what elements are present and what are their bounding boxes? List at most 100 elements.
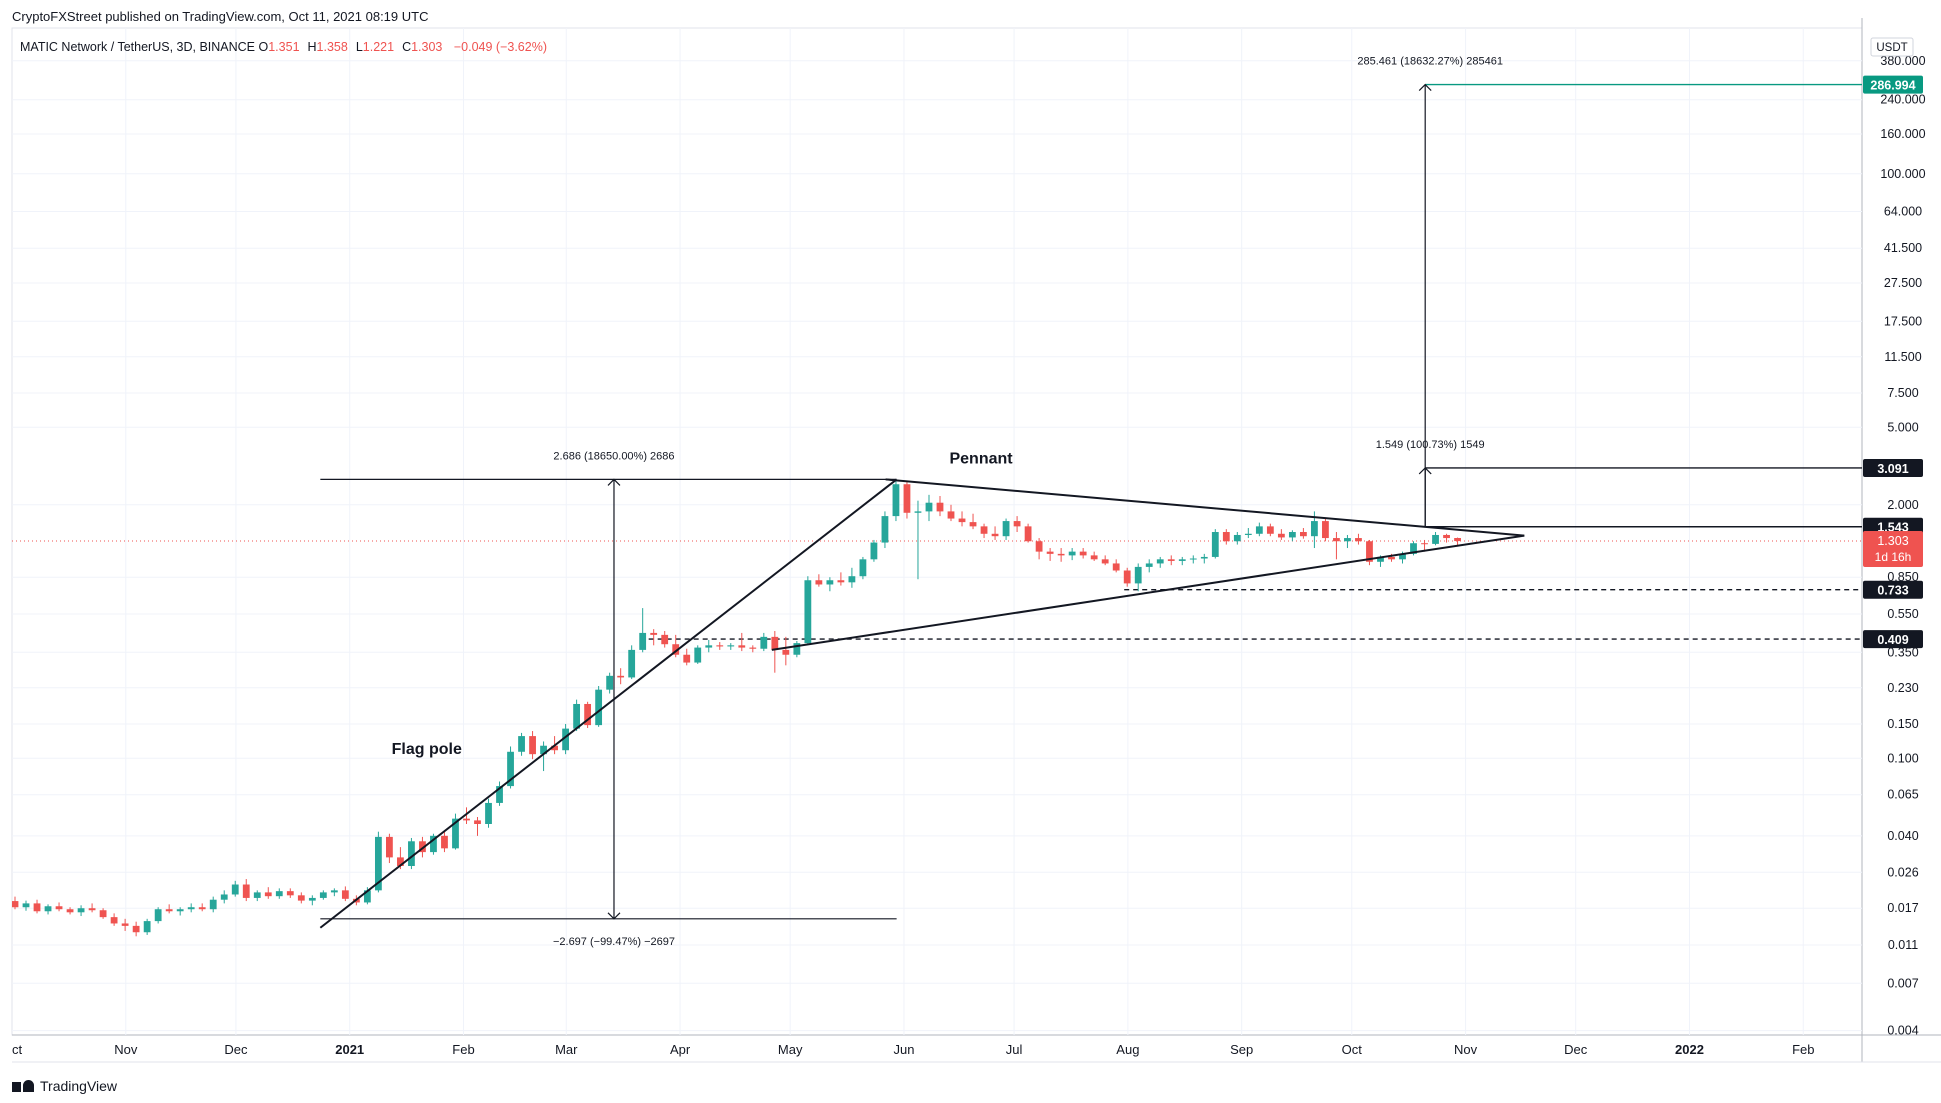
candle [1145, 559, 1153, 573]
candle-body [1333, 538, 1340, 542]
candle [1443, 533, 1450, 543]
candle-body [286, 891, 294, 896]
ohlc-label-l: L [355, 40, 363, 54]
candle-body [253, 892, 261, 898]
candle-body [991, 533, 999, 537]
candle [782, 636, 790, 666]
candle [1200, 553, 1208, 564]
candle [892, 479, 900, 522]
price-change: −0.049 (−3.62%) [453, 40, 547, 54]
candle [176, 907, 184, 916]
candle-body [650, 632, 658, 635]
candle [1002, 518, 1010, 540]
y-tick-label: 11.500 [1884, 350, 1921, 364]
candle-body [1101, 559, 1109, 564]
support-level-2-tag-label: 0.409 [1877, 633, 1908, 647]
candle-body [1355, 538, 1362, 542]
candle-body [264, 892, 272, 897]
candle [1178, 556, 1186, 566]
candle [1013, 516, 1021, 533]
ohlc-value-l: 1.221 [362, 40, 395, 54]
ohlc-value-h: 1.358 [316, 40, 348, 54]
tradingview-logo[interactable]: TradingView [12, 1078, 117, 1094]
candle [529, 731, 536, 760]
candle [308, 895, 316, 906]
y-tick-label: 0.350 [1887, 645, 1918, 659]
candle-body [694, 647, 702, 663]
candle-body [1277, 533, 1285, 538]
candle [1123, 567, 1131, 587]
current-price-tag-bg [1863, 531, 1923, 568]
candle-body [143, 921, 151, 933]
candle-body [947, 511, 955, 519]
bar-countdown-label: 1d 16h [1875, 550, 1912, 564]
support-level-1-tag-bg [1863, 580, 1923, 599]
candle [760, 632, 768, 652]
ohlc-value-c: 1.303 [411, 40, 443, 54]
candle [562, 723, 569, 755]
x-tick-label: 2022 [1675, 1042, 1704, 1057]
candle [1101, 555, 1109, 566]
candle-body [859, 559, 867, 577]
candle-body [1211, 532, 1219, 557]
candle [1421, 539, 1428, 552]
candle [573, 699, 581, 732]
x-tick-label: Feb [1792, 1042, 1814, 1057]
candle [88, 903, 96, 913]
currency-label: USDT [1876, 42, 1907, 54]
ohlc-label-h: H [307, 40, 317, 54]
candle [617, 668, 625, 685]
candle-body [881, 516, 889, 543]
candle-body [66, 909, 74, 913]
candle [1079, 548, 1087, 559]
y-tick-label: 0.550 [1887, 607, 1918, 621]
candle-body [1377, 556, 1384, 562]
candle-body [738, 645, 746, 648]
candle-body [793, 643, 801, 655]
pennant-label: Pennant [949, 451, 1013, 468]
candle-body [1024, 526, 1032, 542]
target-measure-label-top: 285.461 (18632.27%) 285461 [1357, 56, 1503, 68]
candle-body [1035, 541, 1043, 552]
candle-body [1222, 532, 1230, 542]
symbol-name: MATIC Network / TetherUS, 3D, BINANCE [20, 40, 256, 54]
candle-body [1311, 521, 1318, 537]
near-target-measure-arrow-up [1418, 467, 1432, 475]
candle [1344, 534, 1351, 549]
candle [1046, 548, 1054, 561]
candle-body [474, 820, 481, 824]
candle-body [1112, 563, 1120, 571]
candle [1299, 528, 1307, 539]
candle [220, 890, 228, 904]
candle-body [672, 644, 680, 655]
symbol-legend: MATIC Network / TetherUS, 3D, BINANCE O1… [20, 40, 547, 54]
x-tick-label: ct [12, 1042, 23, 1057]
y-tick-label: 0.100 [1887, 751, 1918, 765]
candle-body [88, 908, 96, 911]
candle [826, 577, 834, 592]
candle-body [220, 894, 228, 900]
candle [386, 833, 393, 864]
candle-body [12, 901, 19, 908]
candle [33, 899, 41, 914]
candle-body [980, 526, 988, 534]
support-level-2-tag: 0.409 [1863, 630, 1923, 649]
candle-body [1410, 543, 1417, 554]
candle-body [1388, 556, 1395, 560]
y-tick-label: 0.065 [1887, 788, 1918, 802]
candle [12, 896, 19, 910]
candle [969, 513, 977, 530]
candle [253, 890, 261, 902]
candle-body [441, 835, 448, 849]
candle [1322, 518, 1329, 542]
candle [1211, 529, 1219, 559]
grid-lines [12, 28, 1862, 1035]
candle-body [1057, 553, 1065, 556]
candle [209, 896, 217, 913]
candle-body [485, 802, 492, 824]
candle-body [1002, 521, 1010, 537]
resistance-level-tag: 3.091 [1863, 458, 1923, 477]
y-tick-label: 0.040 [1887, 829, 1918, 843]
candle-body [1255, 526, 1263, 534]
